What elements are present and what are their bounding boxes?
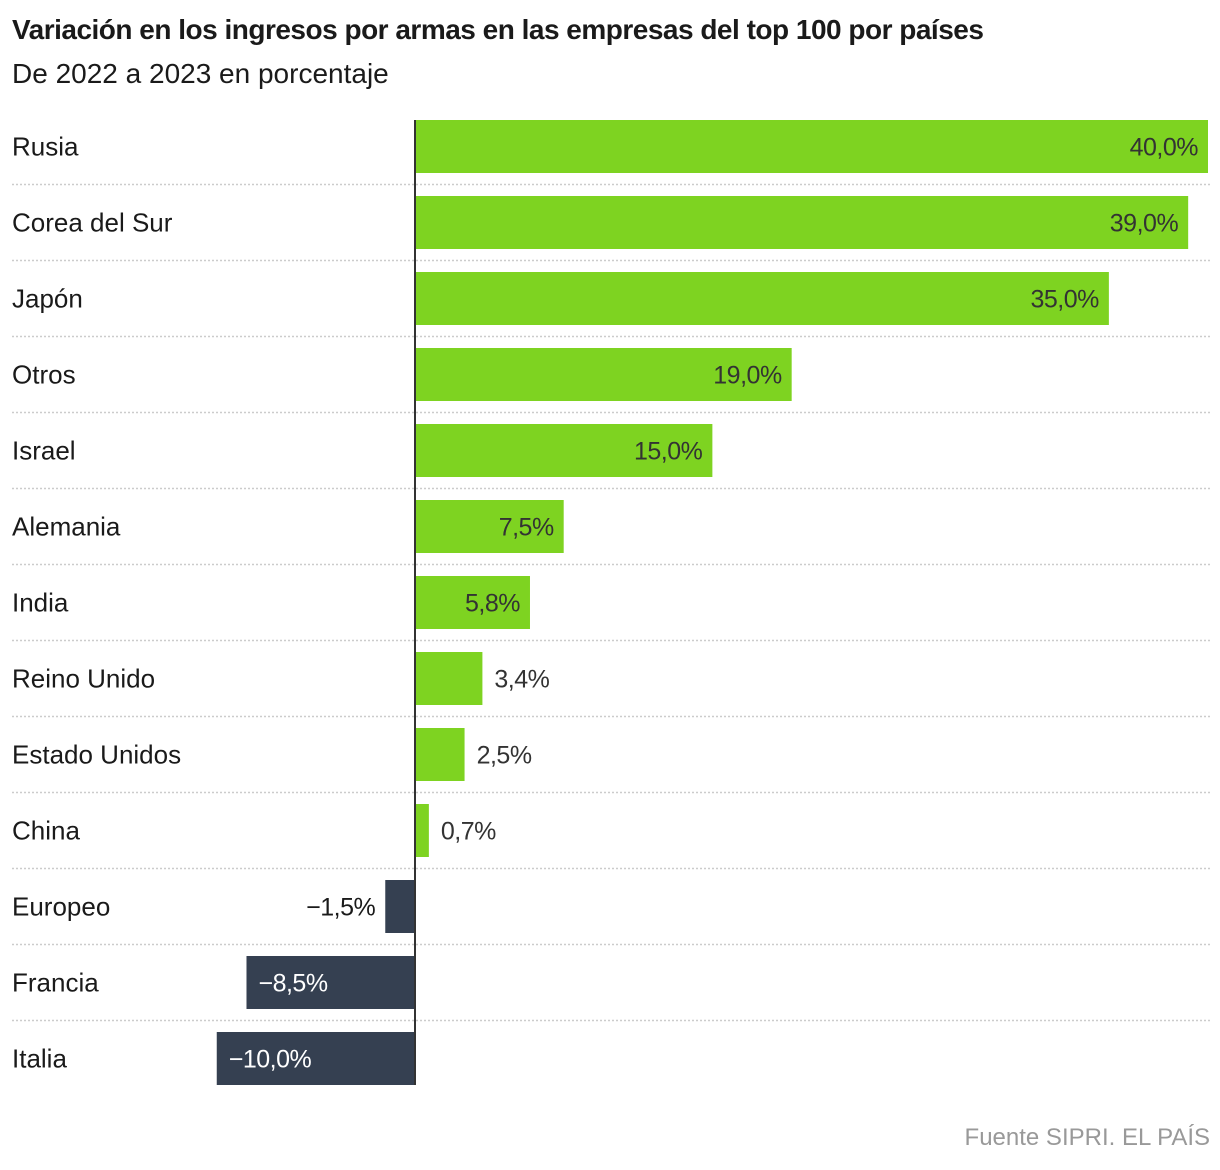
value-label: 3,4% [494, 666, 549, 694]
bar-italia [216, 1032, 415, 1085]
category-label: Otros [12, 360, 76, 390]
category-label: Japón [12, 284, 83, 314]
value-label: 2,5% [477, 742, 532, 770]
value-label: 19,0% [713, 362, 782, 390]
chart-title: Variación en los ingresos por armas en l… [12, 14, 984, 45]
category-labels: Rusia Corea del Sur Japón Otros Israel Aleman… [12, 132, 181, 1074]
bar-reino-unido [415, 652, 483, 705]
chart-subtitle: De 2022 a 2023 en porcentaje [12, 58, 389, 89]
category-label: India [12, 588, 69, 618]
category-label: Alemania [12, 512, 121, 542]
bar-alemania [415, 500, 564, 553]
bar-rusia [415, 120, 1208, 173]
bar-otros [415, 348, 792, 401]
category-label: Francia [12, 968, 99, 998]
value-labels: 40,0% 39,0% 35,0% 19,0% 15,0% 7,5% 5,8% 3,4% 2,5… [229, 134, 1199, 1074]
value-label: 0,7% [441, 818, 496, 846]
bar-francia [246, 956, 415, 1009]
value-label: −10,0% [229, 1046, 312, 1074]
value-label: −1,5% [306, 894, 375, 922]
bars [216, 120, 1208, 1085]
bar-estado-unidos [415, 728, 465, 781]
bar-corea-del-sur [415, 196, 1189, 249]
category-label: Israel [12, 436, 76, 466]
value-label: 40,0% [1130, 134, 1199, 162]
category-label: Italia [12, 1044, 67, 1074]
bar-japón [415, 272, 1109, 325]
value-label: −8,5% [258, 970, 327, 998]
value-label: 5,8% [465, 590, 520, 618]
value-label: 35,0% [1030, 286, 1099, 314]
bar-europeo [385, 880, 415, 933]
value-label: 15,0% [634, 438, 703, 466]
source-note: Fuente SIPRI. EL PAÍS [964, 1124, 1210, 1151]
category-label: Rusia [12, 132, 79, 162]
category-label: Corea del Sur [12, 208, 173, 238]
bar-india [415, 576, 530, 629]
category-label: Reino Unido [12, 664, 155, 694]
category-label: China [12, 816, 80, 846]
bar-israel [415, 424, 713, 477]
category-label: Europeo [12, 892, 110, 922]
value-label: 7,5% [499, 514, 554, 542]
value-label: 39,0% [1110, 210, 1179, 238]
category-label: Estado Unidos [12, 740, 181, 770]
bar-china [415, 804, 429, 857]
